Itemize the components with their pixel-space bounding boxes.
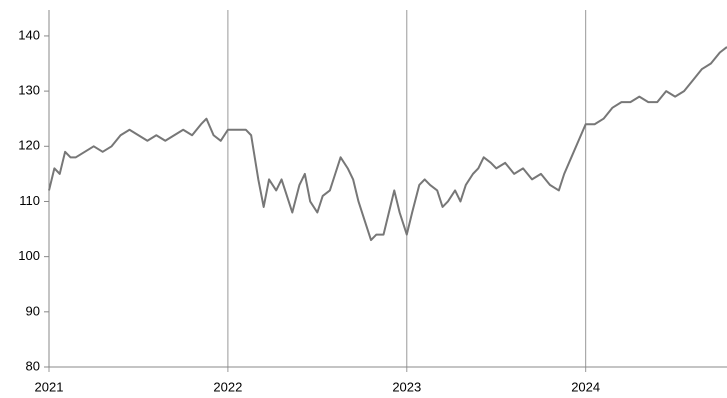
data-line [48, 46, 727, 242]
y-tick-label: 140 [18, 27, 40, 42]
x-tick-label: 2023 [392, 379, 421, 394]
y-tick-label: 80 [26, 358, 40, 373]
x-tick-label: 2021 [35, 379, 64, 394]
y-tick-label: 130 [18, 83, 40, 98]
y-tick-label: 120 [18, 138, 40, 153]
y-tick-label: 90 [26, 303, 40, 318]
x-tick-label: 2024 [571, 379, 600, 394]
y-tick-label: 100 [18, 248, 40, 263]
y-tick-label: 110 [19, 193, 40, 208]
x-tick-label: 2022 [213, 379, 242, 394]
